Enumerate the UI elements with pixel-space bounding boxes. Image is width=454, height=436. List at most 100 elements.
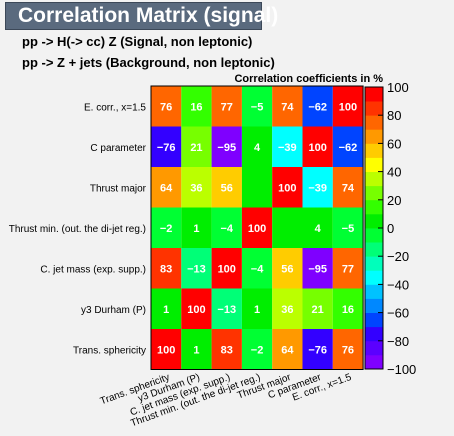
cell-value: 56 bbox=[281, 263, 293, 275]
heatmap-cell bbox=[332, 288, 364, 329]
colorbar-segment bbox=[365, 157, 383, 172]
cell-value: 100 bbox=[218, 263, 236, 275]
heatmap-cell bbox=[181, 329, 212, 370]
heatmap-cell bbox=[211, 248, 242, 289]
colorbar-segment bbox=[365, 213, 383, 229]
cell-value: 74 bbox=[281, 101, 294, 113]
cell-value: 64 bbox=[160, 182, 173, 194]
cell-value: −2 bbox=[251, 344, 264, 356]
cell-value: 21 bbox=[312, 304, 324, 316]
cell-value: 56 bbox=[221, 182, 233, 194]
cell-value: −76 bbox=[308, 344, 327, 356]
heatmap-cell bbox=[302, 207, 333, 248]
heatmap-cell bbox=[332, 329, 364, 370]
y-tick-label: Trans. sphericity bbox=[73, 345, 146, 356]
cell-value: −39 bbox=[308, 182, 327, 194]
colorbar-tick-label: 20 bbox=[387, 193, 401, 208]
heatmap-cell bbox=[272, 248, 303, 289]
heatmap-cell bbox=[332, 86, 364, 127]
heatmap-cell bbox=[241, 86, 273, 127]
colorbar-segment bbox=[365, 101, 383, 116]
cell-value: −2 bbox=[160, 223, 173, 235]
colorbar-segment bbox=[365, 312, 383, 328]
colorbar-tick-label: −60 bbox=[387, 306, 409, 321]
cell-value: −62 bbox=[339, 142, 358, 154]
heatmap-cell bbox=[272, 126, 303, 167]
heatmap-cell bbox=[151, 86, 182, 127]
colorbar-segment bbox=[365, 256, 383, 271]
cell-value: 83 bbox=[221, 344, 233, 356]
y-tick-label: C. jet mass (exp. supp.) bbox=[40, 264, 146, 275]
colorbar-segment bbox=[365, 185, 383, 201]
cell-value: −13 bbox=[187, 263, 206, 275]
heatmap-cell bbox=[332, 167, 364, 208]
heatmap-title: Correlation coefficients in % bbox=[234, 73, 383, 85]
heatmap-cell bbox=[211, 167, 242, 208]
cell-value: −4 bbox=[220, 223, 233, 235]
colorbar-tick-label: 0 bbox=[387, 221, 394, 236]
cell-value: 83 bbox=[160, 263, 172, 275]
cell-value: 76 bbox=[160, 101, 172, 113]
heatmap-cell bbox=[181, 207, 212, 248]
heatmap-cell bbox=[181, 126, 212, 167]
cell-value: −76 bbox=[157, 142, 176, 154]
cell-value: 77 bbox=[342, 263, 354, 275]
cell-value: 76 bbox=[342, 344, 354, 356]
colorbar-tick-label: −100 bbox=[387, 362, 416, 377]
background-label: pp -> Z + jets (Background, non leptonic… bbox=[22, 55, 275, 70]
chart-title: Correlation Matrix (signal) bbox=[18, 4, 279, 27]
cell-value: 1 bbox=[163, 304, 169, 316]
heatmap-cell bbox=[241, 288, 273, 329]
cell-value: 100 bbox=[187, 304, 205, 316]
colorbar-segment bbox=[365, 143, 383, 158]
cell-value: 1 bbox=[193, 344, 199, 356]
cell-value: 100 bbox=[278, 182, 296, 194]
heatmap-cell bbox=[332, 126, 364, 167]
cell-value: 100 bbox=[308, 142, 326, 154]
colorbar-segment bbox=[365, 270, 383, 285]
heatmap-cell bbox=[151, 207, 182, 248]
colorbar-tick-label: −80 bbox=[387, 334, 409, 349]
heatmap-cell bbox=[272, 167, 303, 208]
colorbar-segment bbox=[365, 326, 383, 342]
cell-value: 4 bbox=[315, 223, 322, 235]
colorbar-segment bbox=[365, 199, 383, 215]
y-tick-label: Thrust major bbox=[90, 183, 147, 194]
colorbar-tick-label: −20 bbox=[387, 249, 409, 264]
cell-value: −13 bbox=[217, 304, 236, 316]
heatmap-cell bbox=[241, 329, 273, 370]
heatmap-cell bbox=[151, 167, 182, 208]
colorbar-tick-label: −40 bbox=[387, 277, 409, 292]
heatmap-cell bbox=[211, 207, 242, 248]
cell-value: 74 bbox=[342, 182, 355, 194]
cell-value: −39 bbox=[278, 142, 297, 154]
heatmap-cell bbox=[181, 167, 212, 208]
heatmap-cell bbox=[302, 329, 333, 370]
heatmap-cell bbox=[211, 329, 242, 370]
cell-value: 36 bbox=[190, 182, 202, 194]
colorbar-segment bbox=[365, 298, 383, 313]
heatmap-cell bbox=[241, 167, 273, 208]
cell-value: 36 bbox=[281, 304, 293, 316]
colorbar-segment bbox=[365, 354, 383, 370]
colorbar-segment bbox=[365, 284, 383, 299]
heatmap-cell bbox=[151, 248, 182, 289]
plot-frame bbox=[150, 85, 364, 370]
heatmap-cell bbox=[332, 248, 364, 289]
colorbar-tick-label: 40 bbox=[387, 165, 401, 180]
y-tick-label: C parameter bbox=[90, 143, 146, 154]
colorbar-segment bbox=[365, 129, 383, 144]
heatmap-cell bbox=[151, 126, 182, 167]
cell-value: 4 bbox=[254, 142, 261, 154]
colorbar-segment bbox=[365, 242, 383, 257]
cell-value: −5 bbox=[251, 101, 264, 113]
heatmap-cell bbox=[272, 86, 303, 127]
cell-value: 64 bbox=[281, 344, 294, 356]
cell-value: 1 bbox=[254, 304, 260, 316]
colorbar-tick-label: 60 bbox=[387, 136, 401, 151]
title-box: Correlation Matrix (signal) bbox=[5, 2, 278, 30]
heatmap-cell bbox=[272, 329, 303, 370]
heatmap-cell bbox=[151, 329, 182, 370]
heatmap-cell bbox=[211, 288, 242, 329]
